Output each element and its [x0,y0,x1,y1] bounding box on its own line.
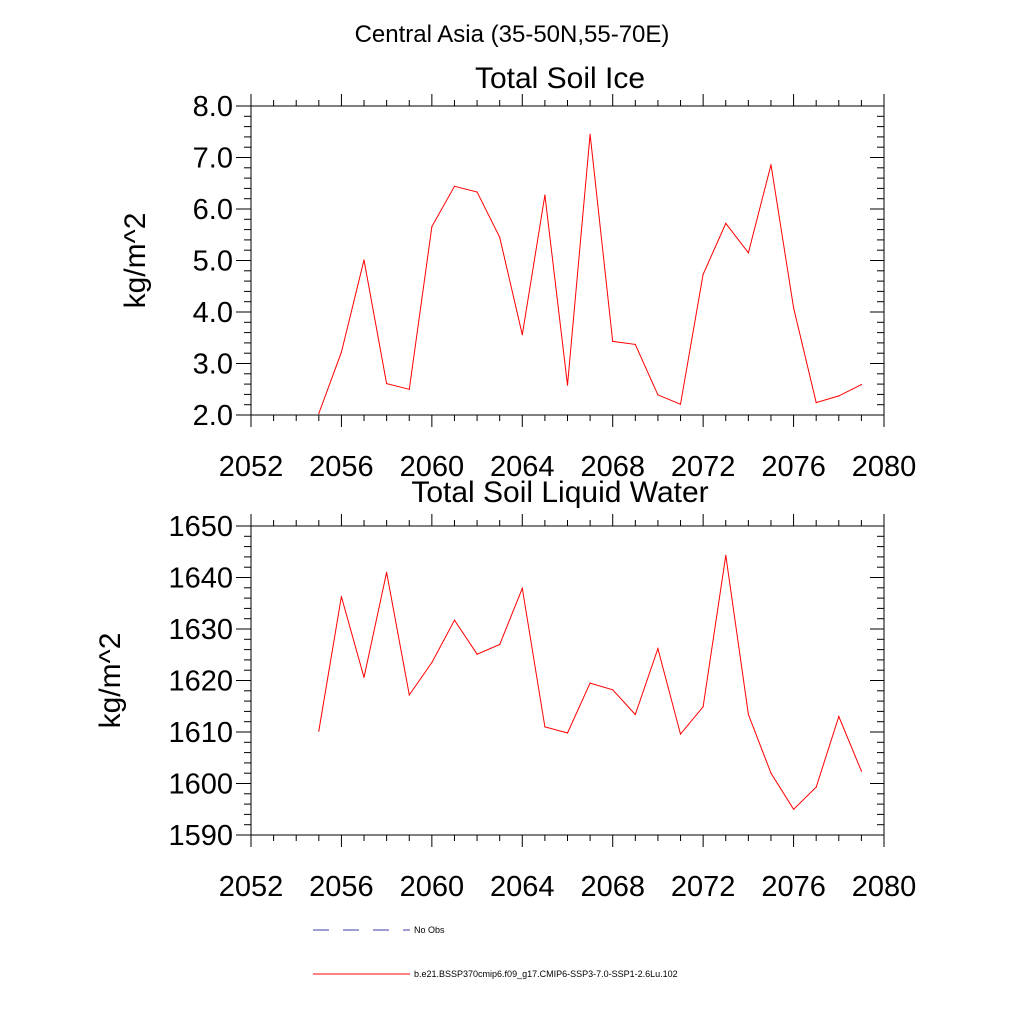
y-tick-label: 1640 [168,563,233,595]
y-tick-label: 7.0 [193,143,233,175]
y-tick-label: 1650 [168,511,233,543]
data-point [634,713,636,716]
data-point [363,676,365,679]
data-point [566,384,569,386]
y-tick-label: 6.0 [193,194,233,226]
x-tick-label: 2064 [490,871,555,903]
legend-model-label: b.e21.BSSP370cmip6.f09_g17.CMIP6-SSP3-7.… [414,969,678,979]
data-point [793,808,795,810]
x-tick-label: 2060 [400,451,465,483]
data-point [408,388,410,390]
data-point [793,307,795,309]
x-tick-label: 2072 [671,451,736,483]
y-tick-label: 1610 [168,717,233,749]
data-point [589,133,591,135]
plot-frame [250,105,885,416]
x-tick-label: 2076 [761,871,826,903]
data-point [679,733,682,735]
data-point [860,770,863,772]
data-point [815,402,817,404]
data-point [363,259,365,261]
data-point [838,395,840,397]
y-tick-label: 5.0 [193,246,233,278]
data-point [521,587,523,589]
x-tick-label: 2060 [400,871,465,903]
legend-obs-label: No Obs [414,925,445,935]
y-tick-label: 1600 [168,769,233,801]
data-point [838,715,840,718]
data-point [815,786,817,788]
y-axis-label: kg/m^2 [94,633,127,729]
y-tick-label: 1630 [168,614,233,646]
data-point [318,412,320,415]
x-tick-label: 2068 [580,451,645,483]
data-point [747,713,750,716]
data-point [747,252,750,254]
data-point [725,554,727,557]
chart-panel-total-soil-liquid-water: Total Soil Liquid Water 2052 2056 2060 2064 2… [94,476,916,903]
data-point [499,236,501,238]
x-tick-label: 2052 [219,871,284,903]
figure-title: Central Asia (35-50N,55-70E) [355,21,670,48]
data-point [612,340,614,342]
data-point [702,273,704,275]
x-tick-label: 2068 [580,871,645,903]
chart-panel-total-soil-ice: Total Soil Ice 2052 2056 2060 2064 2068 2072 20… [119,62,916,483]
chart-title: Total Soil Liquid Water [411,476,708,509]
data-point [544,194,546,196]
data-point [340,351,342,353]
series-line [318,134,862,414]
data-point [453,185,456,187]
y-tick-label: 2.0 [193,400,233,432]
y-tick-label: 1590 [168,820,233,852]
data-point [340,596,342,598]
y-tick-label: 4.0 [193,297,233,329]
y-tick-label: 3.0 [193,349,233,381]
legend: No Obs b.e21.BSSP370cmip6.f09_g17.CMIP6-… [313,925,678,979]
y-tick-label: 1620 [168,666,233,698]
chart-title: Total Soil Ice [475,62,645,95]
x-tick-label: 2072 [671,871,736,903]
data-point [431,661,433,664]
data-point [860,384,863,386]
x-tick-label: 2056 [309,871,374,903]
data-point [770,164,772,166]
data-point [544,726,546,728]
data-point [408,694,410,696]
data-point [521,334,523,336]
x-tick-label: 2080 [852,871,917,903]
data-point [702,706,704,708]
data-point [634,343,636,345]
data-point [612,689,614,691]
data-point [386,383,388,385]
x-tick-label: 2056 [309,451,374,483]
data-point [431,225,433,228]
data-point [725,222,727,224]
x-tick-label: 2080 [852,451,917,483]
y-tick-label: 8.0 [193,91,233,123]
data-point [657,394,659,396]
data-point [770,772,772,774]
data-point [566,732,569,734]
data-point [499,643,501,646]
x-tick-label: 2064 [490,451,555,483]
y-axis-label: kg/m^2 [119,213,152,309]
x-tick-label: 2076 [761,451,826,483]
plot-frame [250,525,885,836]
data-point [476,191,478,193]
data-point [589,682,591,684]
data-point [476,653,478,655]
data-point [453,619,456,621]
data-point [318,730,320,732]
series-line [318,555,862,811]
data-point [679,403,682,405]
data-point [657,648,659,650]
data-point [386,571,388,574]
x-tick-label: 2052 [219,451,284,483]
